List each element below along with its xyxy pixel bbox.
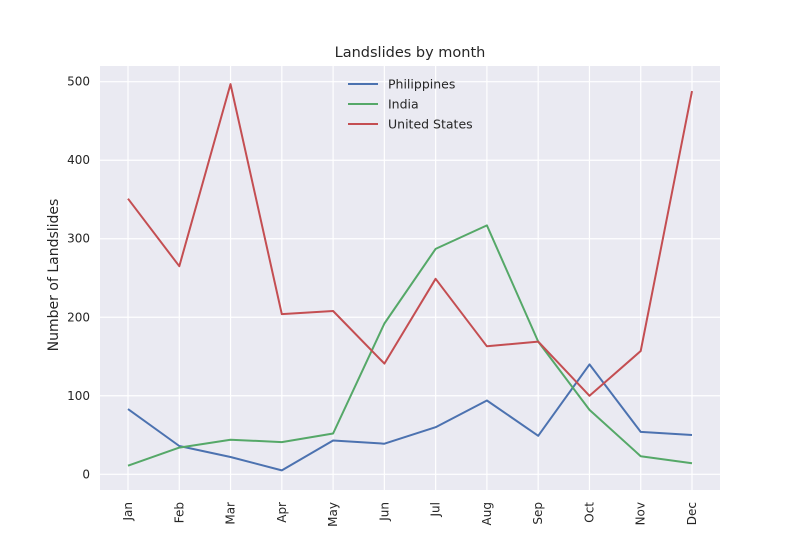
x-tick-label: Dec bbox=[685, 502, 699, 525]
x-tick-label: Feb bbox=[172, 502, 186, 523]
legend-label: United States bbox=[388, 117, 473, 132]
series-line-philippines bbox=[127, 363, 693, 472]
x-tick-label: May bbox=[326, 502, 340, 527]
x-tick-label: Apr bbox=[275, 502, 289, 523]
y-tick-label: 400 bbox=[67, 153, 90, 167]
x-tick-label: Oct bbox=[582, 502, 596, 523]
plot-area bbox=[100, 66, 720, 490]
series-line-united-states bbox=[127, 83, 693, 397]
y-tick-label: 100 bbox=[67, 389, 90, 403]
series-line-india bbox=[127, 224, 693, 467]
chart-title: Landslides by month bbox=[335, 45, 486, 61]
y-tick-label: 500 bbox=[67, 75, 90, 89]
x-tick-label: Nov bbox=[634, 502, 648, 525]
legend: Philippines India United States bbox=[348, 77, 473, 132]
y-tick-label: 300 bbox=[67, 232, 90, 246]
x-tick-label: Mar bbox=[224, 502, 238, 525]
grid-lines bbox=[100, 66, 720, 490]
x-tick-labels: Jan Feb Mar Apr May Jun Jul Aug Sep Oct Nov Dec bbox=[121, 502, 699, 527]
x-tick-label: Jun bbox=[377, 502, 391, 522]
y-tick-label: 200 bbox=[67, 310, 90, 324]
legend-label: India bbox=[388, 97, 419, 112]
x-tick-label: Aug bbox=[480, 502, 494, 525]
x-tick-label: Jan bbox=[121, 502, 135, 522]
y-axis-label: Number of Landslides bbox=[46, 199, 62, 352]
legend-label: Philippines bbox=[388, 77, 455, 92]
x-tick-label: Sep bbox=[531, 502, 545, 525]
series-lines bbox=[127, 83, 693, 472]
y-tick-labels: 0 100 200 300 400 500 bbox=[67, 75, 90, 482]
x-tick-label: Jul bbox=[429, 502, 443, 517]
y-tick-label: 0 bbox=[82, 467, 90, 481]
